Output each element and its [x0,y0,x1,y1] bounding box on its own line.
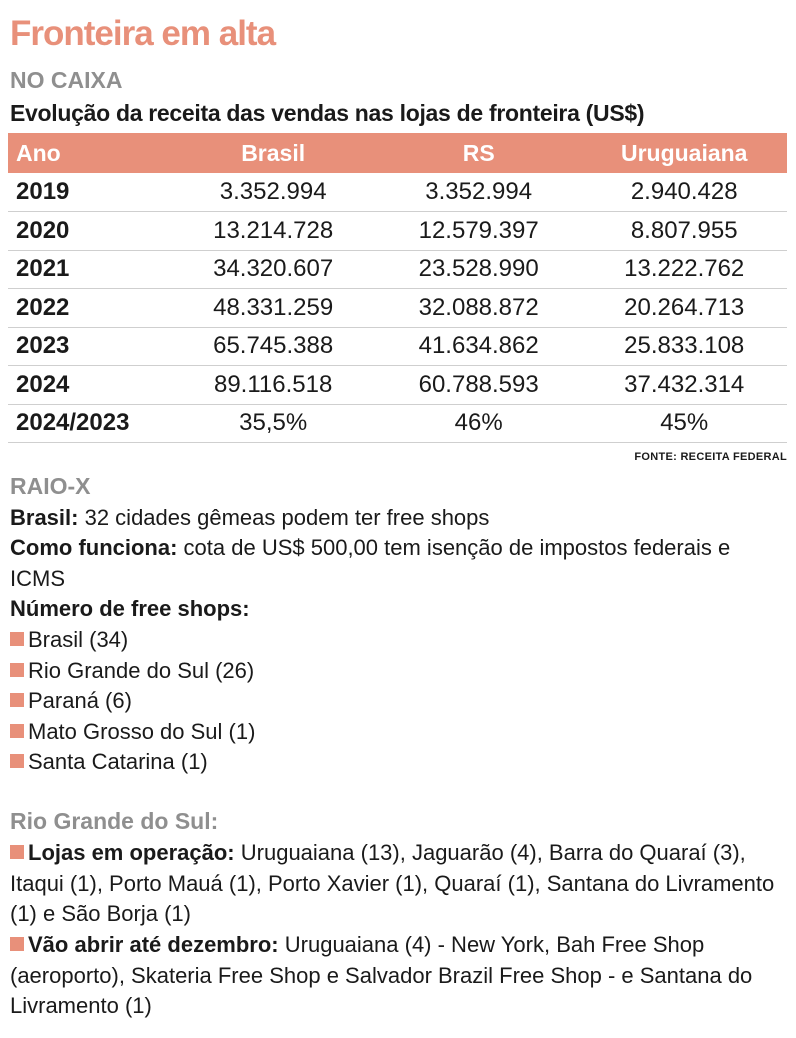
page-title: Fronteira em alta [10,14,276,53]
table-row: 2021 34.320.607 23.528.990 13.222.762 [8,250,787,289]
square-bullet-icon [10,662,24,677]
list-item: Santa Catarina (1) [10,747,255,778]
como-label: Como funciona: [10,535,178,560]
brasil-cell: 48.331.259 [170,288,376,328]
column-header-uruguaiana: Uruguaiana [581,133,787,173]
abrir-label: Vão abrir até dezembro: [28,932,279,957]
list-item: Paraná (6) [10,686,255,717]
brasil-cell: 65.745.388 [170,327,376,366]
table-row: 2024/2023 35,5% 46% 45% [8,404,787,443]
square-bullet-icon [10,845,24,859]
uruguaiana-cell: 2.940.428 [581,173,787,212]
brasil-cell: 35,5% [170,404,376,443]
rio-grande-heading: Rio Grande do Sul: [10,808,219,834]
year-cell: 2022 [8,288,171,328]
revenue-table: Ano Brasil RS Uruguaiana 2019 3.352.994 … [8,133,787,443]
brasil-cell: 89.116.518 [170,365,376,405]
list-item: Mato Grosso do Sul (1) [10,717,255,748]
table-row: 2024 89.116.518 60.788.593 37.432.314 [8,365,787,405]
year-cell: 2019 [8,173,171,212]
table-row: 2019 3.352.994 3.352.994 2.940.428 [8,173,787,212]
rs-cell: 32.088.872 [375,288,582,328]
uruguaiana-cell: 45% [581,404,787,443]
table-subtitle: Evolução da receita das vendas nas lojas… [10,100,645,126]
source-note: FONTE: RECEITA FEDERAL [634,451,787,463]
year-cell: 2024 [8,365,171,405]
rs-cell: 23.528.990 [375,250,582,289]
rs-cell: 41.634.862 [375,327,582,366]
uruguaiana-cell: 13.222.762 [581,250,787,289]
lojas-label: Lojas em operação: [28,840,235,865]
year-cell: 2020 [8,211,171,251]
table-row: 2023 65.745.388 41.634.862 25.833.108 [8,327,787,366]
rs-cell: 12.579.397 [375,211,582,251]
raio-x-heading: RAIO-X [10,473,91,499]
column-header-rs: RS [375,133,582,173]
brasil-label: Brasil: [10,505,79,530]
brasil-cell: 34.320.607 [170,250,376,289]
list-item: Brasil (34) [10,625,255,656]
table-row: 2020 13.214.728 12.579.397 8.807.955 [8,211,787,251]
rs-cell: 60.788.593 [375,365,582,405]
numero-free-shops-label: Número de free shops: [10,596,250,621]
rs-cell: 3.352.994 [375,173,582,212]
vao-abrir-paragraph: Vão abrir até dezembro: Uruguaiana (4) -… [10,930,780,1022]
lojas-text: Uruguaiana (13), Jaguarão (4), Barra do … [10,840,775,926]
column-header-ano: Ano [8,133,171,173]
square-bullet-icon [10,937,24,951]
year-cell: 2023 [8,327,171,366]
como-funciona-paragraph: Como funciona: cota de US$ 500,00 tem is… [10,533,780,594]
brasil-cell: 13.214.728 [170,211,376,251]
column-header-brasil: Brasil [170,133,376,173]
square-bullet-icon [10,632,24,646]
square-bullet-icon [10,723,24,738]
square-bullet-icon [10,754,24,768]
free-shops-list: Brasil (34) Rio Grande do Sul (26) Paran… [10,625,255,778]
uruguaiana-cell: 25.833.108 [581,327,787,366]
uruguaiana-cell: 8.807.955 [581,211,787,251]
square-bullet-icon [10,693,24,707]
year-cell: 2021 [8,250,171,289]
lojas-em-operacao-paragraph: Lojas em operação: Uruguaiana (13), Jagu… [10,838,780,930]
brasil-line: Brasil: 32 cidades gêmeas podem ter free… [10,503,489,533]
como-text: cota de US$ 500,00 tem isenção de impost… [10,535,731,591]
abrir-text: Uruguaiana (4) - New York, Bah Free Shop… [10,932,753,1018]
uruguaiana-cell: 20.264.713 [581,288,787,328]
list-item: Rio Grande do Sul (26) [10,656,255,687]
year-cell: 2024/2023 [8,404,171,443]
brasil-text: 32 cidades gêmeas podem ter free shops [78,505,490,530]
table-row: 2022 48.331.259 32.088.872 20.264.713 [8,288,787,328]
rs-cell: 46% [375,404,582,443]
no-caixa-heading: NO CAIXA [10,67,123,93]
table-header-row: Ano Brasil RS Uruguaiana [8,133,787,173]
uruguaiana-cell: 37.432.314 [581,365,787,405]
brasil-cell: 3.352.994 [170,173,376,212]
